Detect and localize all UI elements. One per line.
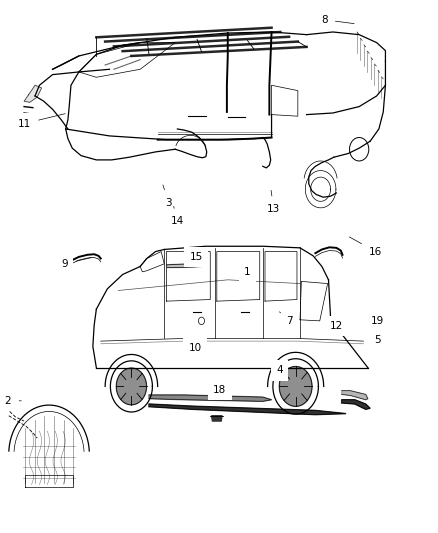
Polygon shape	[149, 395, 272, 401]
Polygon shape	[166, 264, 202, 268]
Text: 14: 14	[171, 206, 184, 226]
Text: 5: 5	[374, 335, 381, 345]
Text: 10: 10	[188, 343, 201, 352]
Text: 18: 18	[213, 385, 226, 395]
Polygon shape	[279, 367, 312, 406]
Text: 9: 9	[61, 257, 92, 269]
Text: 1: 1	[244, 267, 251, 277]
Polygon shape	[342, 400, 370, 409]
Text: 16: 16	[350, 237, 382, 256]
Text: 19: 19	[371, 316, 384, 327]
Polygon shape	[342, 391, 368, 400]
Text: 4: 4	[276, 365, 283, 375]
Text: 15: 15	[190, 252, 203, 262]
Text: 8: 8	[321, 15, 354, 25]
Polygon shape	[116, 368, 147, 405]
Text: 2: 2	[4, 396, 21, 406]
Text: 13: 13	[267, 190, 280, 214]
Text: 12: 12	[330, 321, 344, 334]
Text: 11: 11	[18, 114, 65, 128]
Polygon shape	[212, 416, 222, 421]
Text: 3: 3	[163, 185, 172, 207]
Polygon shape	[24, 85, 42, 102]
Polygon shape	[149, 404, 346, 415]
Text: 7: 7	[279, 312, 293, 326]
